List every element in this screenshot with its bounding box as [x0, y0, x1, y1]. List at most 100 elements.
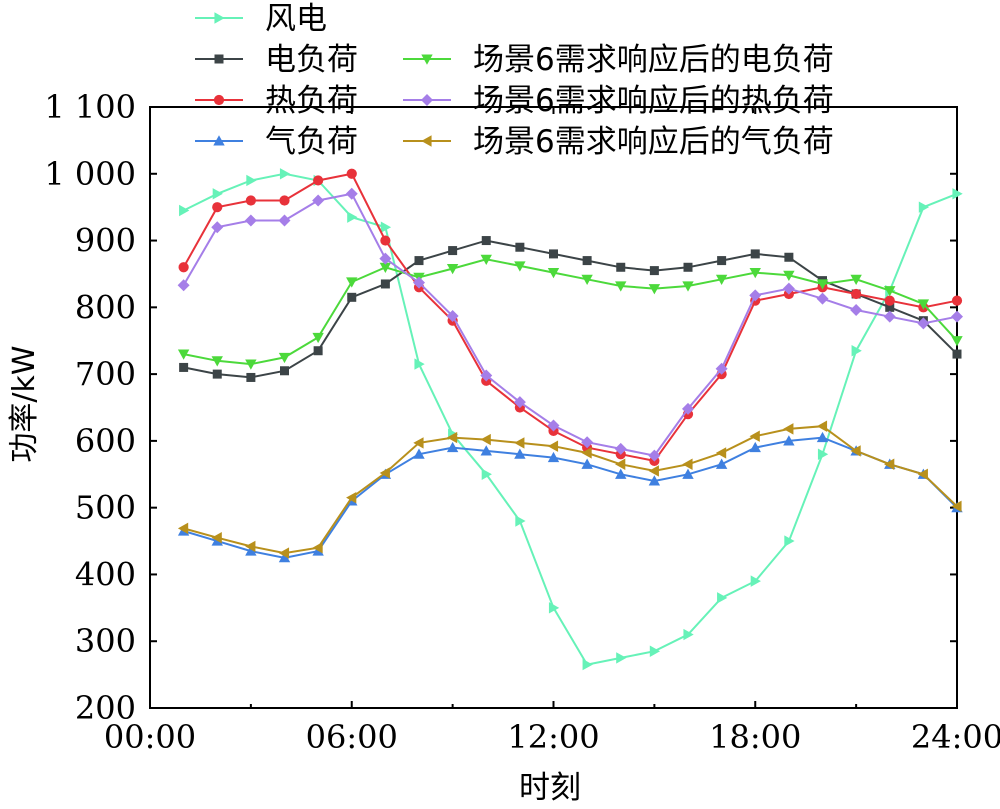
data-point [683, 262, 693, 272]
data-point [917, 317, 930, 330]
data-point [581, 458, 593, 469]
data-point [514, 261, 526, 272]
series-line [182, 192, 958, 457]
data-point [278, 547, 290, 559]
data-point [850, 274, 862, 285]
legend-label: 热负荷 [265, 83, 358, 119]
data-point [312, 542, 323, 554]
data-point [715, 362, 728, 375]
data-point [177, 349, 190, 360]
data-point [515, 242, 525, 252]
legend-label: 场景6需求响应后的热负荷 [473, 83, 834, 119]
data-point [547, 440, 559, 452]
data-point [850, 445, 861, 457]
data-point [951, 295, 963, 306]
data-point [582, 256, 592, 266]
legend-label: 电负荷 [265, 42, 358, 78]
data-point [480, 445, 492, 456]
data-point [951, 310, 963, 323]
data-point [616, 262, 626, 272]
data-point [951, 500, 962, 513]
data-point [717, 256, 727, 266]
legend-item: 电负荷 [195, 42, 358, 78]
legend-label: 气负荷 [265, 124, 358, 160]
data-point [883, 310, 896, 323]
legend-swatch-marker [214, 54, 224, 64]
series-line [183, 258, 958, 366]
y-tick-label: 200 [75, 689, 136, 727]
data-point [514, 437, 525, 449]
data-point [380, 221, 392, 233]
data-point [312, 332, 324, 344]
data-point [177, 279, 190, 292]
x-tick-label: 24:00 [911, 718, 1000, 756]
data-point [347, 292, 357, 302]
data-point [715, 447, 727, 459]
data-point [547, 268, 560, 279]
data-point [278, 352, 291, 364]
data-point [413, 448, 425, 459]
series-2 [179, 236, 962, 382]
y-tick-label: 800 [75, 288, 136, 326]
data-point [682, 281, 694, 292]
data-point [817, 448, 829, 460]
data-point [379, 262, 392, 273]
data-point [816, 431, 829, 443]
data-point [615, 281, 627, 292]
x-tick-label: 18:00 [709, 718, 801, 756]
data-point [952, 349, 962, 359]
data-point [346, 168, 357, 179]
series-layer [177, 168, 963, 671]
x-tick-label: 06:00 [306, 718, 398, 756]
data-point [179, 362, 189, 372]
data-point [682, 402, 694, 415]
data-point [648, 475, 661, 486]
data-point [212, 188, 223, 200]
data-point [245, 195, 256, 206]
data-point [682, 468, 694, 479]
data-point [749, 430, 760, 442]
y-tick-label: 700 [75, 355, 136, 393]
legend-swatch-marker [421, 135, 432, 147]
data-point [615, 468, 627, 479]
y-tick-label: 600 [75, 422, 136, 460]
legend-label: 场景6需求响应后的气负荷 [473, 124, 834, 160]
data-point [783, 435, 795, 446]
data-point [245, 545, 257, 556]
data-point [715, 274, 728, 285]
legend-item: 场景6需求响应后的电负荷 [403, 42, 834, 78]
data-point [480, 254, 492, 265]
data-point [850, 304, 863, 317]
data-point [211, 532, 222, 544]
data-point [885, 302, 895, 312]
data-point [581, 436, 594, 449]
data-point [278, 552, 291, 563]
data-point [178, 262, 189, 273]
series-7 [177, 420, 962, 559]
data-point [549, 249, 558, 259]
data-point [246, 372, 256, 382]
data-point [179, 204, 190, 217]
y-tick-label: 1 100 [44, 88, 136, 126]
data-point [481, 236, 491, 246]
series-line [183, 239, 958, 379]
data-point [448, 246, 458, 256]
data-point [446, 310, 459, 323]
data-point [413, 276, 425, 289]
data-point [952, 188, 963, 200]
data-point [380, 279, 390, 289]
data-point [615, 458, 626, 470]
data-point [414, 358, 425, 370]
data-point [951, 336, 963, 347]
data-point [414, 256, 424, 266]
x-axis-label: 时刻 [519, 770, 581, 806]
data-point [750, 249, 760, 259]
legend-label: 场景6需求响应后的电负荷 [473, 42, 834, 78]
data-point [851, 345, 862, 357]
data-point [345, 187, 358, 200]
data-point [212, 369, 222, 379]
legend-swatch-marker [213, 135, 225, 146]
series-1 [179, 168, 963, 671]
